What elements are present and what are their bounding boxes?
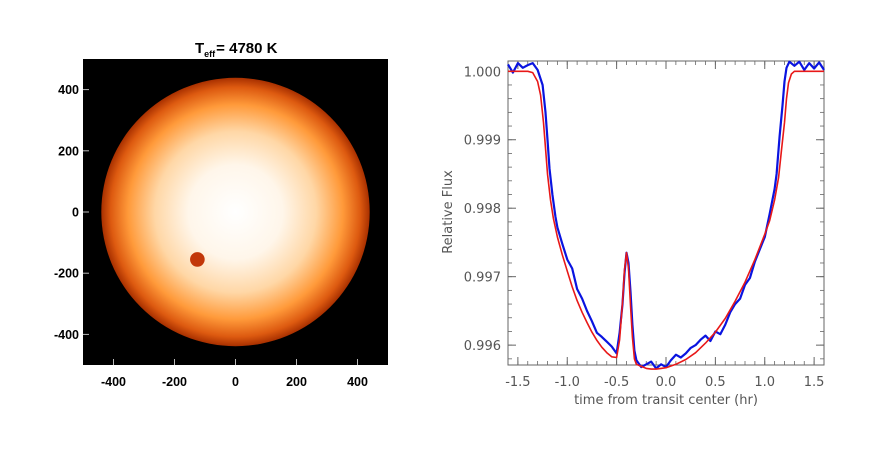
star-title-subscript: eff xyxy=(204,49,216,59)
observed-flux-line xyxy=(507,60,825,370)
star-y-tick-label: 200 xyxy=(58,144,79,158)
star-y-tick-label: -200 xyxy=(54,267,79,281)
star-y-tick-label: -400 xyxy=(54,328,79,342)
star-x-tick-labels: -400 -200 0 200 400 xyxy=(101,375,368,389)
star-title-value: = 4780 K xyxy=(216,40,277,57)
star-x-tick-label: 0 xyxy=(232,375,239,389)
star-y-tick-labels: 400 200 0 -200 -400 xyxy=(54,83,79,342)
x-tick-label: -0.5 xyxy=(604,375,629,390)
star-title-main: T xyxy=(195,40,204,57)
y-tick-label: 0.998 xyxy=(464,202,501,217)
y-tick-label: 0.999 xyxy=(464,134,501,149)
star-title: Teff= 4780 K xyxy=(195,40,278,59)
x-tick-label: 1.0 xyxy=(754,375,775,390)
y-tick-label: 0.997 xyxy=(464,271,501,286)
lightcurve-y-tick-labels: 0.996 0.997 0.998 0.999 1.000 xyxy=(464,65,501,354)
y-axis-label: Relative Flux xyxy=(441,170,456,254)
star-axis-ticks xyxy=(83,89,358,365)
x-tick-label: -1.5 xyxy=(505,375,530,390)
star-y-tick-label: 0 xyxy=(72,206,79,220)
x-tick-label: 0.0 xyxy=(656,375,677,390)
y-tick-label: 0.996 xyxy=(464,339,501,354)
star-spot xyxy=(190,252,205,267)
x-tick-label: -1.0 xyxy=(555,375,580,390)
y-tick-label: 1.000 xyxy=(464,65,501,80)
model-flux-line xyxy=(508,70,824,370)
stellar-disk xyxy=(101,77,370,347)
x-axis-label: time from transit center (hr) xyxy=(574,393,758,408)
star-x-tick-label: 200 xyxy=(286,375,307,389)
x-tick-label: 1.5 xyxy=(804,375,825,390)
star-x-tick-label: -400 xyxy=(101,375,126,389)
star-panel: Teff= 4780 K -400 -200 0 200 400 400 200 0 -200… xyxy=(54,40,388,389)
star-y-tick-label: 400 xyxy=(58,83,79,97)
lightcurve-panel: -1.5 -1.0 -0.5 0.0 0.5 1.0 1.5 0.996 0.997 0.998… xyxy=(441,60,825,408)
lightcurve-series xyxy=(507,60,825,370)
lightcurve-x-tick-labels: -1.5 -1.0 -0.5 0.0 0.5 1.0 1.5 xyxy=(505,375,824,390)
star-x-tick-label: -200 xyxy=(162,375,187,389)
x-tick-label: 0.5 xyxy=(705,375,726,390)
star-x-tick-label: 400 xyxy=(347,375,368,389)
